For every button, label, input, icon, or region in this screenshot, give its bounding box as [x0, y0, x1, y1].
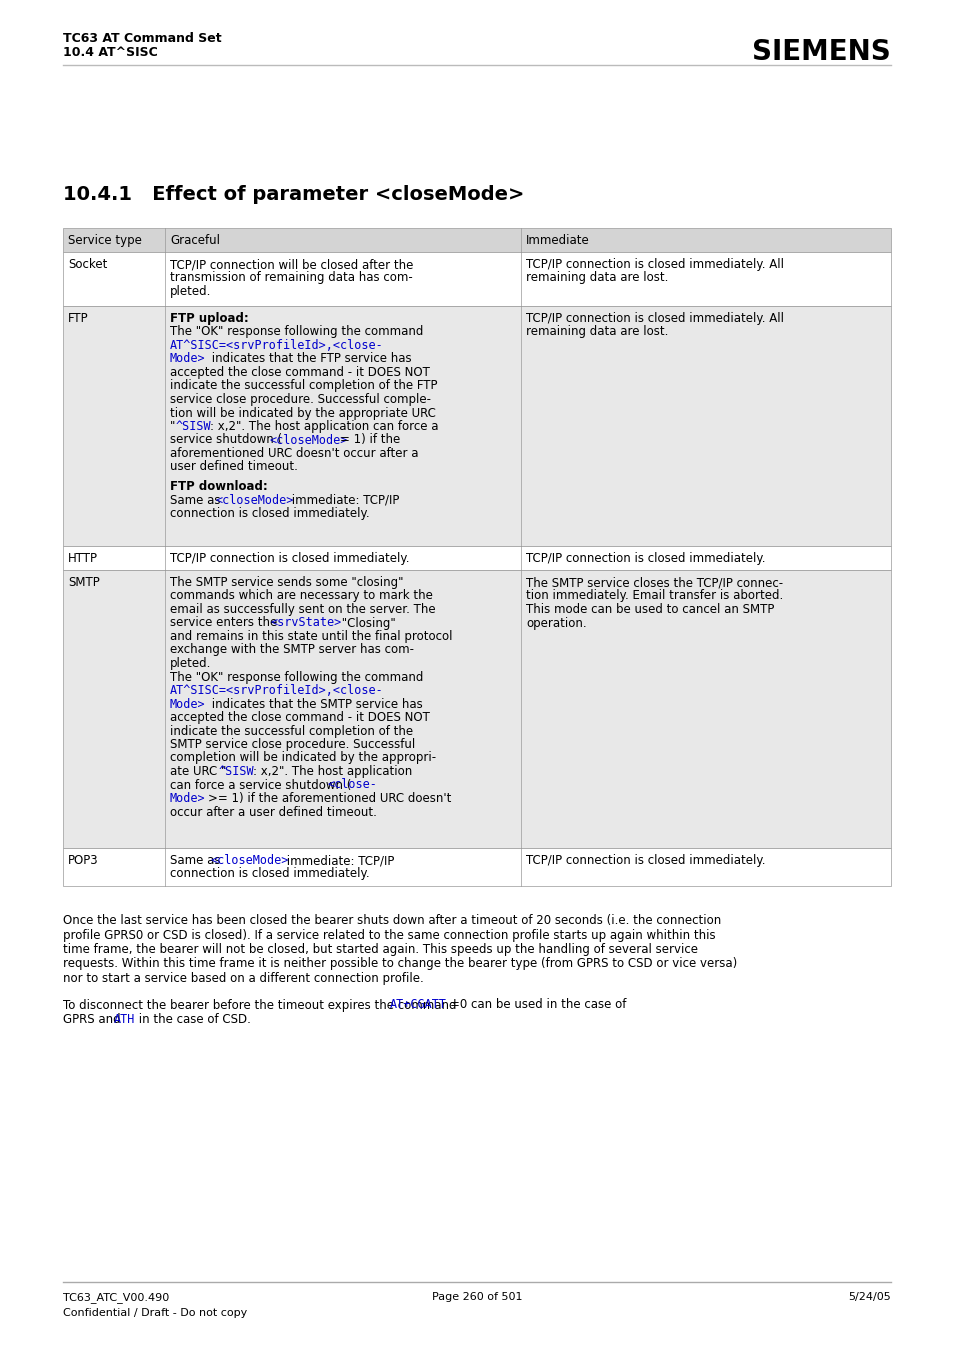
Text: email as successfully sent on the server. The: email as successfully sent on the server… [170, 603, 436, 616]
Bar [63, 570, 890, 848]
Text: Same as: Same as [170, 854, 224, 867]
Text: Once the last service has been closed the bearer shuts down after a timeout of 2: Once the last service has been closed th… [63, 915, 720, 927]
Text: service enters the: service enters the [170, 616, 281, 630]
Text: indicate the successful completion of the FTP: indicate the successful completion of th… [170, 380, 437, 393]
Text: GPRS and: GPRS and [63, 1013, 124, 1025]
Text: time frame, the bearer will not be closed, but started again. This speeds up the: time frame, the bearer will not be close… [63, 943, 698, 957]
Text: AT^SISC=<srvProfileId>,<close-: AT^SISC=<srvProfileId>,<close- [170, 684, 383, 697]
Text: accepted the close command - it DOES NOT: accepted the close command - it DOES NOT [170, 366, 430, 380]
Text: user defined timeout.: user defined timeout. [170, 461, 297, 473]
Text: operation.: operation. [525, 616, 586, 630]
Text: tion will be indicated by the appropriate URC: tion will be indicated by the appropriat… [170, 407, 436, 420]
Text: completion will be indicated by the appropri-: completion will be indicated by the appr… [170, 751, 436, 765]
Text: 10.4.1   Effect of parameter <closeMode>: 10.4.1 Effect of parameter <closeMode> [63, 185, 524, 204]
Text: ^SISW: ^SISW [175, 420, 212, 434]
Text: TC63 AT Command Set: TC63 AT Command Set [63, 32, 221, 45]
Text: Service type: Service type [68, 234, 142, 247]
Text: Socket: Socket [68, 258, 108, 272]
Bar [63, 228, 890, 253]
Text: FTP download:: FTP download: [170, 480, 268, 493]
Text: Page 260 of 501: Page 260 of 501 [432, 1292, 521, 1302]
Text: indicates that the SMTP service has: indicates that the SMTP service has [208, 697, 422, 711]
Text: POP3: POP3 [68, 854, 98, 867]
Text: TCP/IP connection is closed immediately.: TCP/IP connection is closed immediately. [525, 553, 764, 565]
Text: and remains in this state until the final protocol: and remains in this state until the fina… [170, 630, 452, 643]
Text: tion immediately. Email transfer is aborted.: tion immediately. Email transfer is abor… [525, 589, 782, 603]
Bar [63, 546, 890, 570]
Text: <close-: <close- [328, 778, 377, 792]
Text: : x,2". The host application can force a: : x,2". The host application can force a [210, 420, 438, 434]
Bar [63, 305, 890, 546]
Text: immediate: TCP/IP: immediate: TCP/IP [283, 854, 394, 867]
Text: The SMTP service closes the TCP/IP connec-: The SMTP service closes the TCP/IP conne… [525, 576, 782, 589]
Text: Mode>: Mode> [170, 697, 206, 711]
Text: ATH: ATH [113, 1013, 135, 1025]
Text: TCP/IP connection will be closed after the: TCP/IP connection will be closed after t… [170, 258, 413, 272]
Text: SIEMENS: SIEMENS [752, 38, 890, 66]
Text: To disconnect the bearer before the timeout expires the command: To disconnect the bearer before the time… [63, 998, 459, 1012]
Text: Mode>: Mode> [170, 792, 206, 805]
Text: Mode>: Mode> [170, 353, 206, 366]
Text: aforementioned URC doesn't occur after a: aforementioned URC doesn't occur after a [170, 447, 418, 459]
Text: commands which are necessary to mark the: commands which are necessary to mark the [170, 589, 433, 603]
Text: SMTP: SMTP [68, 576, 100, 589]
Text: Confidential / Draft - Do not copy: Confidential / Draft - Do not copy [63, 1308, 247, 1319]
Text: can force a service shutdown (: can force a service shutdown ( [170, 778, 351, 792]
Text: >= 1) if the aforementioned URC doesn't: >= 1) if the aforementioned URC doesn't [208, 792, 451, 805]
Text: connection is closed immediately.: connection is closed immediately. [170, 507, 369, 520]
Text: TCP/IP connection is closed immediately. All: TCP/IP connection is closed immediately.… [525, 258, 783, 272]
Text: FTP upload:: FTP upload: [170, 312, 249, 326]
Text: immediate: TCP/IP: immediate: TCP/IP [288, 493, 399, 507]
Text: in the case of CSD.: in the case of CSD. [135, 1013, 251, 1025]
Text: indicates that the FTP service has: indicates that the FTP service has [208, 353, 411, 366]
Text: = 1) if the: = 1) if the [339, 434, 400, 446]
Text: nor to start a service based on a different connection profile.: nor to start a service based on a differ… [63, 971, 423, 985]
Text: The "OK" response following the command: The "OK" response following the command [170, 670, 423, 684]
Text: AT+CGATT: AT+CGATT [390, 998, 447, 1012]
Text: connection is closed immediately.: connection is closed immediately. [170, 867, 369, 881]
Bar [63, 253, 890, 305]
Text: transmission of remaining data has com-: transmission of remaining data has com- [170, 272, 413, 285]
Text: The SMTP service sends some "closing": The SMTP service sends some "closing" [170, 576, 403, 589]
Text: "Closing": "Closing" [337, 616, 395, 630]
Text: pleted.: pleted. [170, 285, 212, 299]
Text: HTTP: HTTP [68, 553, 98, 565]
Text: accepted the close command - it DOES NOT: accepted the close command - it DOES NOT [170, 711, 430, 724]
Text: remaining data are lost.: remaining data are lost. [525, 326, 668, 339]
Text: FTP: FTP [68, 312, 89, 326]
Text: =0 can be used in the case of: =0 can be used in the case of [450, 998, 626, 1012]
Text: ate URC ": ate URC " [170, 765, 226, 778]
Text: service close procedure. Successful comple-: service close procedure. Successful comp… [170, 393, 431, 407]
Text: service shutdown (: service shutdown ( [170, 434, 282, 446]
Text: indicate the successful completion of the: indicate the successful completion of th… [170, 724, 413, 738]
Bar [63, 848, 890, 886]
Text: <closeMode>: <closeMode> [270, 434, 348, 446]
Text: 10.4 AT^SISC: 10.4 AT^SISC [63, 46, 157, 59]
Text: requests. Within this time frame it is neither possible to change the bearer typ: requests. Within this time frame it is n… [63, 958, 737, 970]
Text: TCP/IP connection is closed immediately. All: TCP/IP connection is closed immediately.… [525, 312, 783, 326]
Text: profile GPRS0 or CSD is closed). If a service related to the same connection pro: profile GPRS0 or CSD is closed). If a se… [63, 928, 715, 942]
Text: exchange with the SMTP server has com-: exchange with the SMTP server has com- [170, 643, 414, 657]
Text: remaining data are lost.: remaining data are lost. [525, 272, 668, 285]
Text: Graceful: Graceful [170, 234, 220, 247]
Text: 5/24/05: 5/24/05 [847, 1292, 890, 1302]
Text: : x,2". The host application: : x,2". The host application [253, 765, 412, 778]
Text: This mode can be used to cancel an SMTP: This mode can be used to cancel an SMTP [525, 603, 774, 616]
Text: TCP/IP connection is closed immediately.: TCP/IP connection is closed immediately. [525, 854, 764, 867]
Text: SMTP service close procedure. Successful: SMTP service close procedure. Successful [170, 738, 415, 751]
Text: pleted.: pleted. [170, 657, 212, 670]
Text: TCP/IP connection is closed immediately.: TCP/IP connection is closed immediately. [170, 553, 409, 565]
Text: <closeMode>: <closeMode> [211, 854, 289, 867]
Text: Same as: Same as [170, 493, 224, 507]
Text: <srvState>: <srvState> [271, 616, 342, 630]
Text: ^SISW: ^SISW [219, 765, 254, 778]
Text: TC63_ATC_V00.490: TC63_ATC_V00.490 [63, 1292, 169, 1302]
Text: ": " [170, 420, 175, 434]
Text: The "OK" response following the command: The "OK" response following the command [170, 326, 423, 339]
Text: <closeMode>: <closeMode> [215, 493, 294, 507]
Text: AT^SISC=<srvProfileId>,<close-: AT^SISC=<srvProfileId>,<close- [170, 339, 383, 353]
Text: occur after a user defined timeout.: occur after a user defined timeout. [170, 805, 376, 819]
Text: Immediate: Immediate [525, 234, 589, 247]
